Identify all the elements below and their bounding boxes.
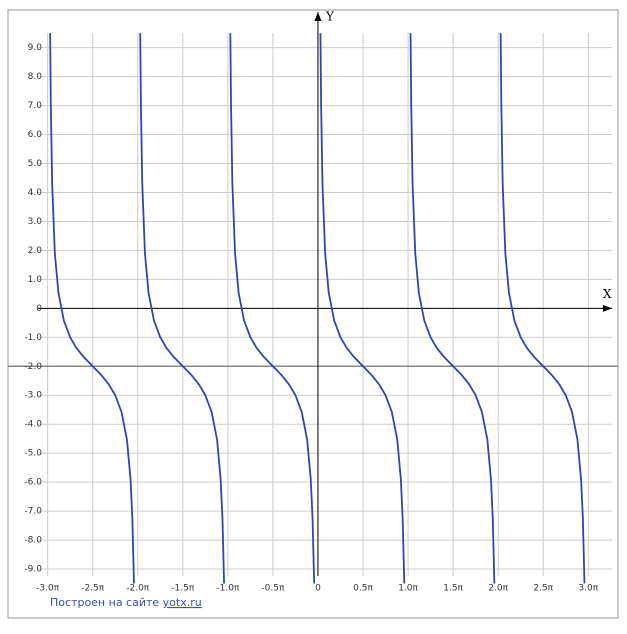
x-tick-label: -1.0π: [216, 584, 240, 594]
y-tick-label: 4.0: [28, 188, 43, 198]
y-tick-label: -9.0: [24, 565, 42, 575]
x-tick-label: 3.0π: [578, 584, 598, 594]
curve: [139, 33, 225, 584]
x-tick-label: -2.5π: [81, 584, 105, 594]
footer-text: Построен на сайте: [50, 596, 159, 609]
footer: Построен на сайте yotx.ru: [50, 596, 202, 609]
x-tick-label: -0.5π: [261, 584, 285, 594]
y-tick-label: 9.0: [28, 43, 43, 53]
y-tick-label: -6.0: [24, 478, 42, 488]
y-tick-label: -5.0: [24, 449, 42, 459]
y-tick-label: 5.0: [28, 159, 43, 169]
y-axis-arrow: [314, 12, 322, 21]
x-tick-label: 0: [315, 584, 321, 594]
y-tick-label: -2.0: [24, 362, 42, 372]
x-tick-label: -3.0π: [36, 584, 60, 594]
footer-link[interactable]: yotx.ru: [163, 596, 202, 609]
y-tick-label: 8.0: [28, 72, 43, 82]
x-tick-label: 2.0π: [488, 584, 508, 594]
x-tick-label: -1.5π: [171, 584, 195, 594]
x-tick-label: 1.5π: [443, 584, 463, 594]
curve: [229, 33, 316, 584]
curve: [499, 33, 586, 584]
y-tick-label: 0: [36, 304, 42, 314]
x-axis-label: X: [603, 287, 612, 301]
y-tick-label: 7.0: [28, 101, 43, 111]
y-tick-label: -3.0: [24, 391, 42, 401]
y-tick-label: -8.0: [24, 536, 42, 546]
x-tick-label: 2.5π: [533, 584, 553, 594]
x-tick-label: 0.5π: [353, 584, 373, 594]
x-tick-label: -2.0π: [126, 584, 150, 594]
y-tick-label: -7.0: [24, 507, 42, 517]
y-tick-label: 1.0: [28, 275, 43, 285]
y-axis-label: Y: [325, 10, 335, 24]
curve: [409, 33, 496, 584]
y-tick-label: 6.0: [28, 130, 43, 140]
y-tick-label: -1.0: [24, 333, 42, 343]
y-tick-label: 3.0: [28, 217, 43, 227]
x-tick-label: 1.0π: [398, 584, 418, 594]
y-tick-label: -4.0: [24, 420, 42, 430]
x-axis-arrow: [603, 304, 612, 312]
curve: [319, 33, 406, 584]
curve: [49, 33, 135, 584]
y-tick-label: 2.0: [28, 246, 43, 256]
